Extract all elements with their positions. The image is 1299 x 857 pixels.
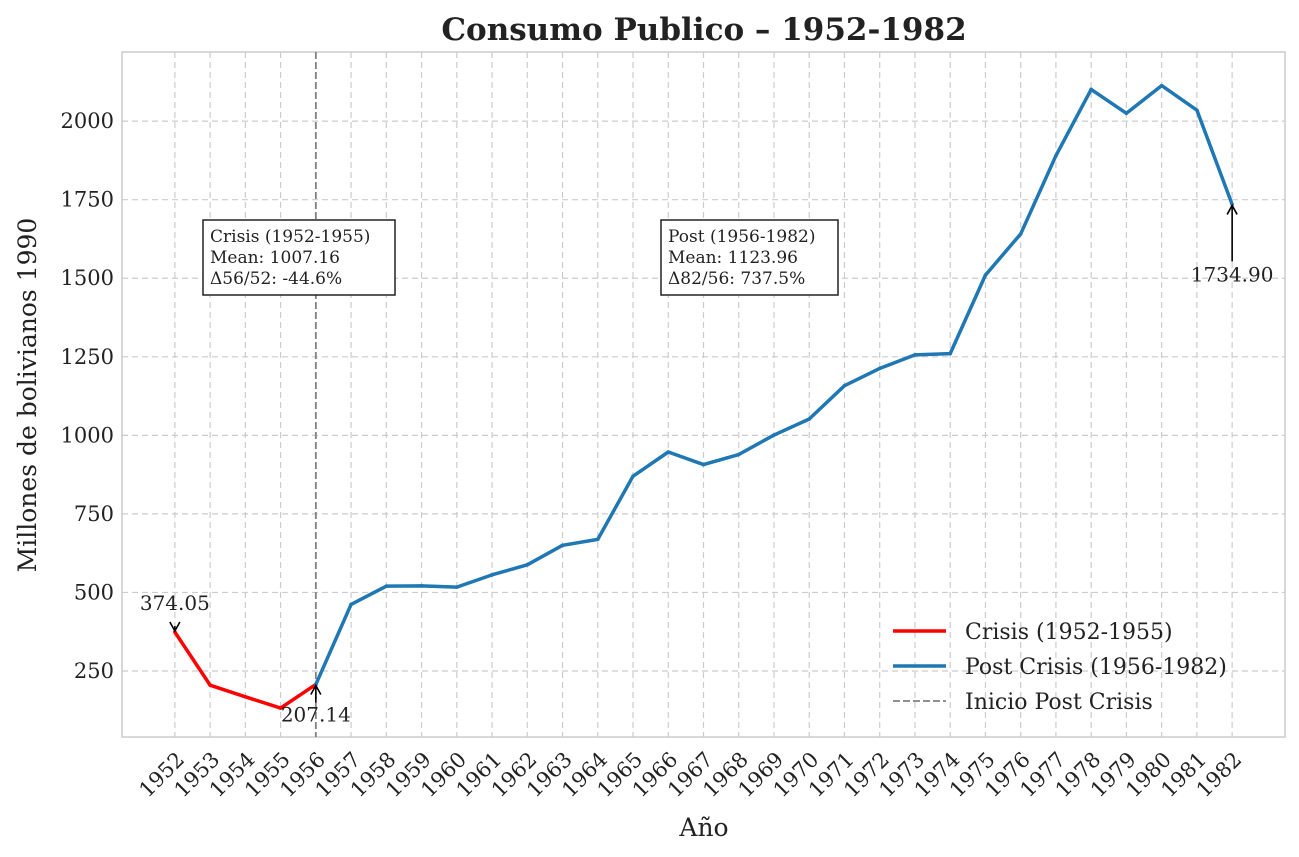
legend-entry-label: Inicio Post Crisis — [965, 690, 1153, 715]
info-box-line: Δ56/52: -44.6% — [210, 269, 342, 289]
annotation-layer: 374.05 207.14 1734.90 — [140, 203, 1274, 726]
y-tick-label: 1750 — [61, 188, 114, 212]
annotation-label: 207.14 — [281, 702, 351, 726]
data-point — [1018, 232, 1023, 236]
legend-entry-label: Crisis (1952-1955) — [965, 620, 1173, 645]
data-point — [490, 573, 494, 577]
y-axis-label: Millones de bolivianos 1990 — [13, 218, 42, 573]
info-box-line: Mean: 1007.16 — [210, 248, 340, 268]
data-point — [701, 462, 706, 467]
data-point — [983, 273, 988, 277]
x-axis-label: Año — [678, 813, 728, 842]
y-tick-label: 1500 — [61, 266, 114, 290]
data-point — [913, 353, 917, 357]
data-point — [419, 584, 424, 588]
data-point — [349, 602, 353, 607]
info-box-line: Crisis (1952-1955) — [210, 227, 370, 247]
data-point — [1054, 153, 1058, 158]
y-tick-label: 1250 — [61, 345, 114, 369]
data-point — [384, 584, 389, 588]
annotation-arrowhead — [1226, 203, 1238, 215]
data-point — [877, 366, 882, 371]
info-box-line: Mean: 1123.96 — [668, 248, 798, 268]
annotation-arrowhead — [310, 683, 322, 695]
y-tick-label: 2000 — [61, 109, 114, 133]
data-point — [278, 706, 283, 710]
data-point — [1159, 83, 1164, 88]
y-tick-label: 750 — [74, 502, 114, 526]
y-tick-label: 250 — [74, 659, 114, 683]
data-point — [243, 694, 248, 699]
info-box — [660, 219, 839, 296]
data-point — [631, 474, 635, 478]
legend-entry-label: Post Crisis (1956-1982) — [965, 655, 1227, 680]
data-point — [1124, 111, 1129, 116]
info-box-line: Δ82/56: 737.5% — [668, 269, 805, 289]
plot-frame — [121, 51, 1286, 738]
data-point — [595, 537, 600, 542]
data-point — [666, 450, 671, 454]
data-point — [807, 417, 812, 421]
chart-title: Consumo Publico – 1952-1982 — [441, 12, 966, 48]
info-box — [202, 219, 396, 296]
data-point — [842, 383, 847, 388]
legend: Crisis (1952-1955) Post Crisis (1956-1982… — [893, 620, 1227, 715]
data-point — [208, 683, 212, 687]
data-point — [525, 563, 530, 567]
data-point — [560, 543, 565, 548]
data-point — [772, 433, 776, 437]
data-point — [948, 351, 952, 356]
y-tick-label: 500 — [74, 580, 114, 604]
annotation-label: 1734.90 — [1191, 262, 1274, 286]
data-point — [455, 585, 459, 589]
data-point — [736, 452, 741, 457]
data-point — [1195, 108, 1199, 112]
annotation-label: 374.05 — [140, 591, 210, 615]
series-layer — [173, 83, 1234, 710]
info-box-line: Post (1956-1982) — [668, 227, 815, 247]
annotation-arrowhead — [169, 621, 181, 633]
y-tick-label: 1000 — [61, 423, 114, 447]
data-point — [1089, 87, 1093, 92]
grid-layer — [122, 52, 1285, 737]
